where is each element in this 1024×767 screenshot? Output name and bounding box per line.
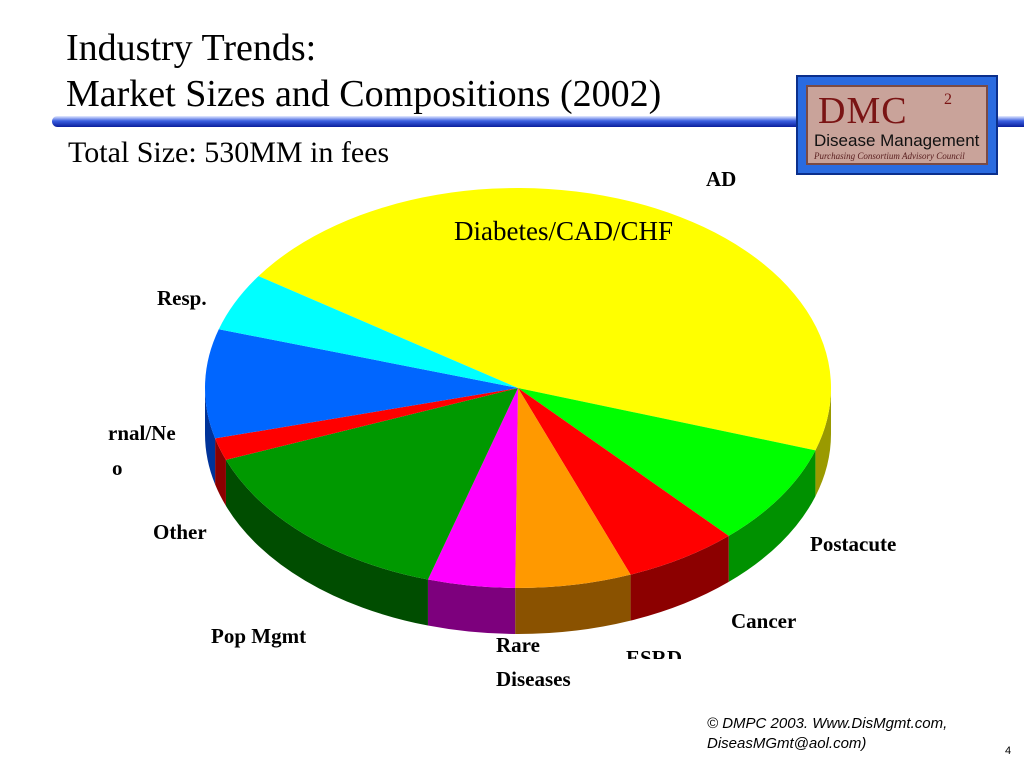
- label-top-clipped: AD: [706, 167, 736, 191]
- page-number: 4: [1005, 745, 1012, 757]
- label-rare-line1: Rare: [496, 633, 540, 657]
- pie-slice-postacute: [518, 388, 816, 536]
- logo-superscript: 2: [944, 91, 952, 108]
- label-pop-mgmt: Pop Mgmt: [211, 624, 306, 648]
- pie-slice-diabetes-cad-chf: [258, 188, 831, 451]
- label-diabetes-cad-chf: Diabetes/CAD/CHF: [454, 216, 673, 246]
- logo-subtagline: Purchasing Consortium Advisory Council: [814, 151, 965, 161]
- label-other: Other: [153, 520, 207, 544]
- pie-slice-esrd: [515, 388, 631, 588]
- slide-subtitle: Total Size: 530MM in fees: [68, 136, 390, 169]
- pie-top-faces: [205, 188, 831, 588]
- logo-tagline: Disease Management: [814, 131, 980, 150]
- pie-side-pop-mgmt: [225, 459, 428, 626]
- footer-line-2: DiseasMGmt@aol.com): [707, 735, 867, 752]
- footer-line-1: © DMPC 2003. Www.DisMgmt.com,: [707, 715, 948, 732]
- pie-slice-pop-mgmt: [225, 388, 518, 580]
- title-divider-bar: [52, 116, 1024, 127]
- label-neonatal-line1: rnal/Ne: [108, 421, 176, 445]
- label-resp: Resp.: [157, 286, 207, 310]
- pie-side-other: [215, 438, 226, 506]
- dmc-logo-plate: DMC 2 Disease Management Purchasing Cons…: [806, 85, 988, 165]
- pie-slice-resp: [218, 276, 518, 388]
- pie-side-diabetes-cad-chf: [815, 388, 831, 497]
- pie-slice-other: [215, 388, 518, 460]
- slide-title-line-1: Industry Trends:: [66, 27, 317, 69]
- pie-slice-cancer: [518, 388, 729, 575]
- label-rare-diseases: Rare Diseases: [488, 633, 598, 691]
- label-postacute: Postacute: [810, 532, 896, 556]
- label-rare-line2: Diseases: [496, 667, 571, 691]
- label-esrd: ESRD: [626, 646, 682, 670]
- pie-slice-neonatal-neo: [205, 329, 518, 439]
- label-neonatal-line2: o: [112, 456, 123, 480]
- pie-side-neonatal-neo: [205, 388, 216, 485]
- label-cancer: Cancer: [731, 609, 796, 633]
- copyright-footer: © DMPC 2003. Www.DisMgmt.com, DiseasMGmt…: [707, 714, 947, 754]
- pie-labels: Diabetes/CAD/CHF AD Resp. rnal/Ne o Othe…: [108, 167, 896, 670]
- logo-wordmark: DMC: [818, 90, 908, 132]
- pie-side-esrd: [515, 574, 631, 634]
- dmc-logo: DMC 2 Disease Management Purchasing Cons…: [796, 75, 998, 175]
- pie-side-postacute: [728, 450, 816, 582]
- pie-side-cancer: [630, 535, 729, 621]
- pie-slice-rare-diseases: [427, 388, 518, 588]
- pie-side-rare-diseases: [427, 579, 516, 634]
- pie-side-walls: [205, 388, 831, 634]
- slide-title-line-2: Market Sizes and Compositions (2002): [66, 73, 662, 115]
